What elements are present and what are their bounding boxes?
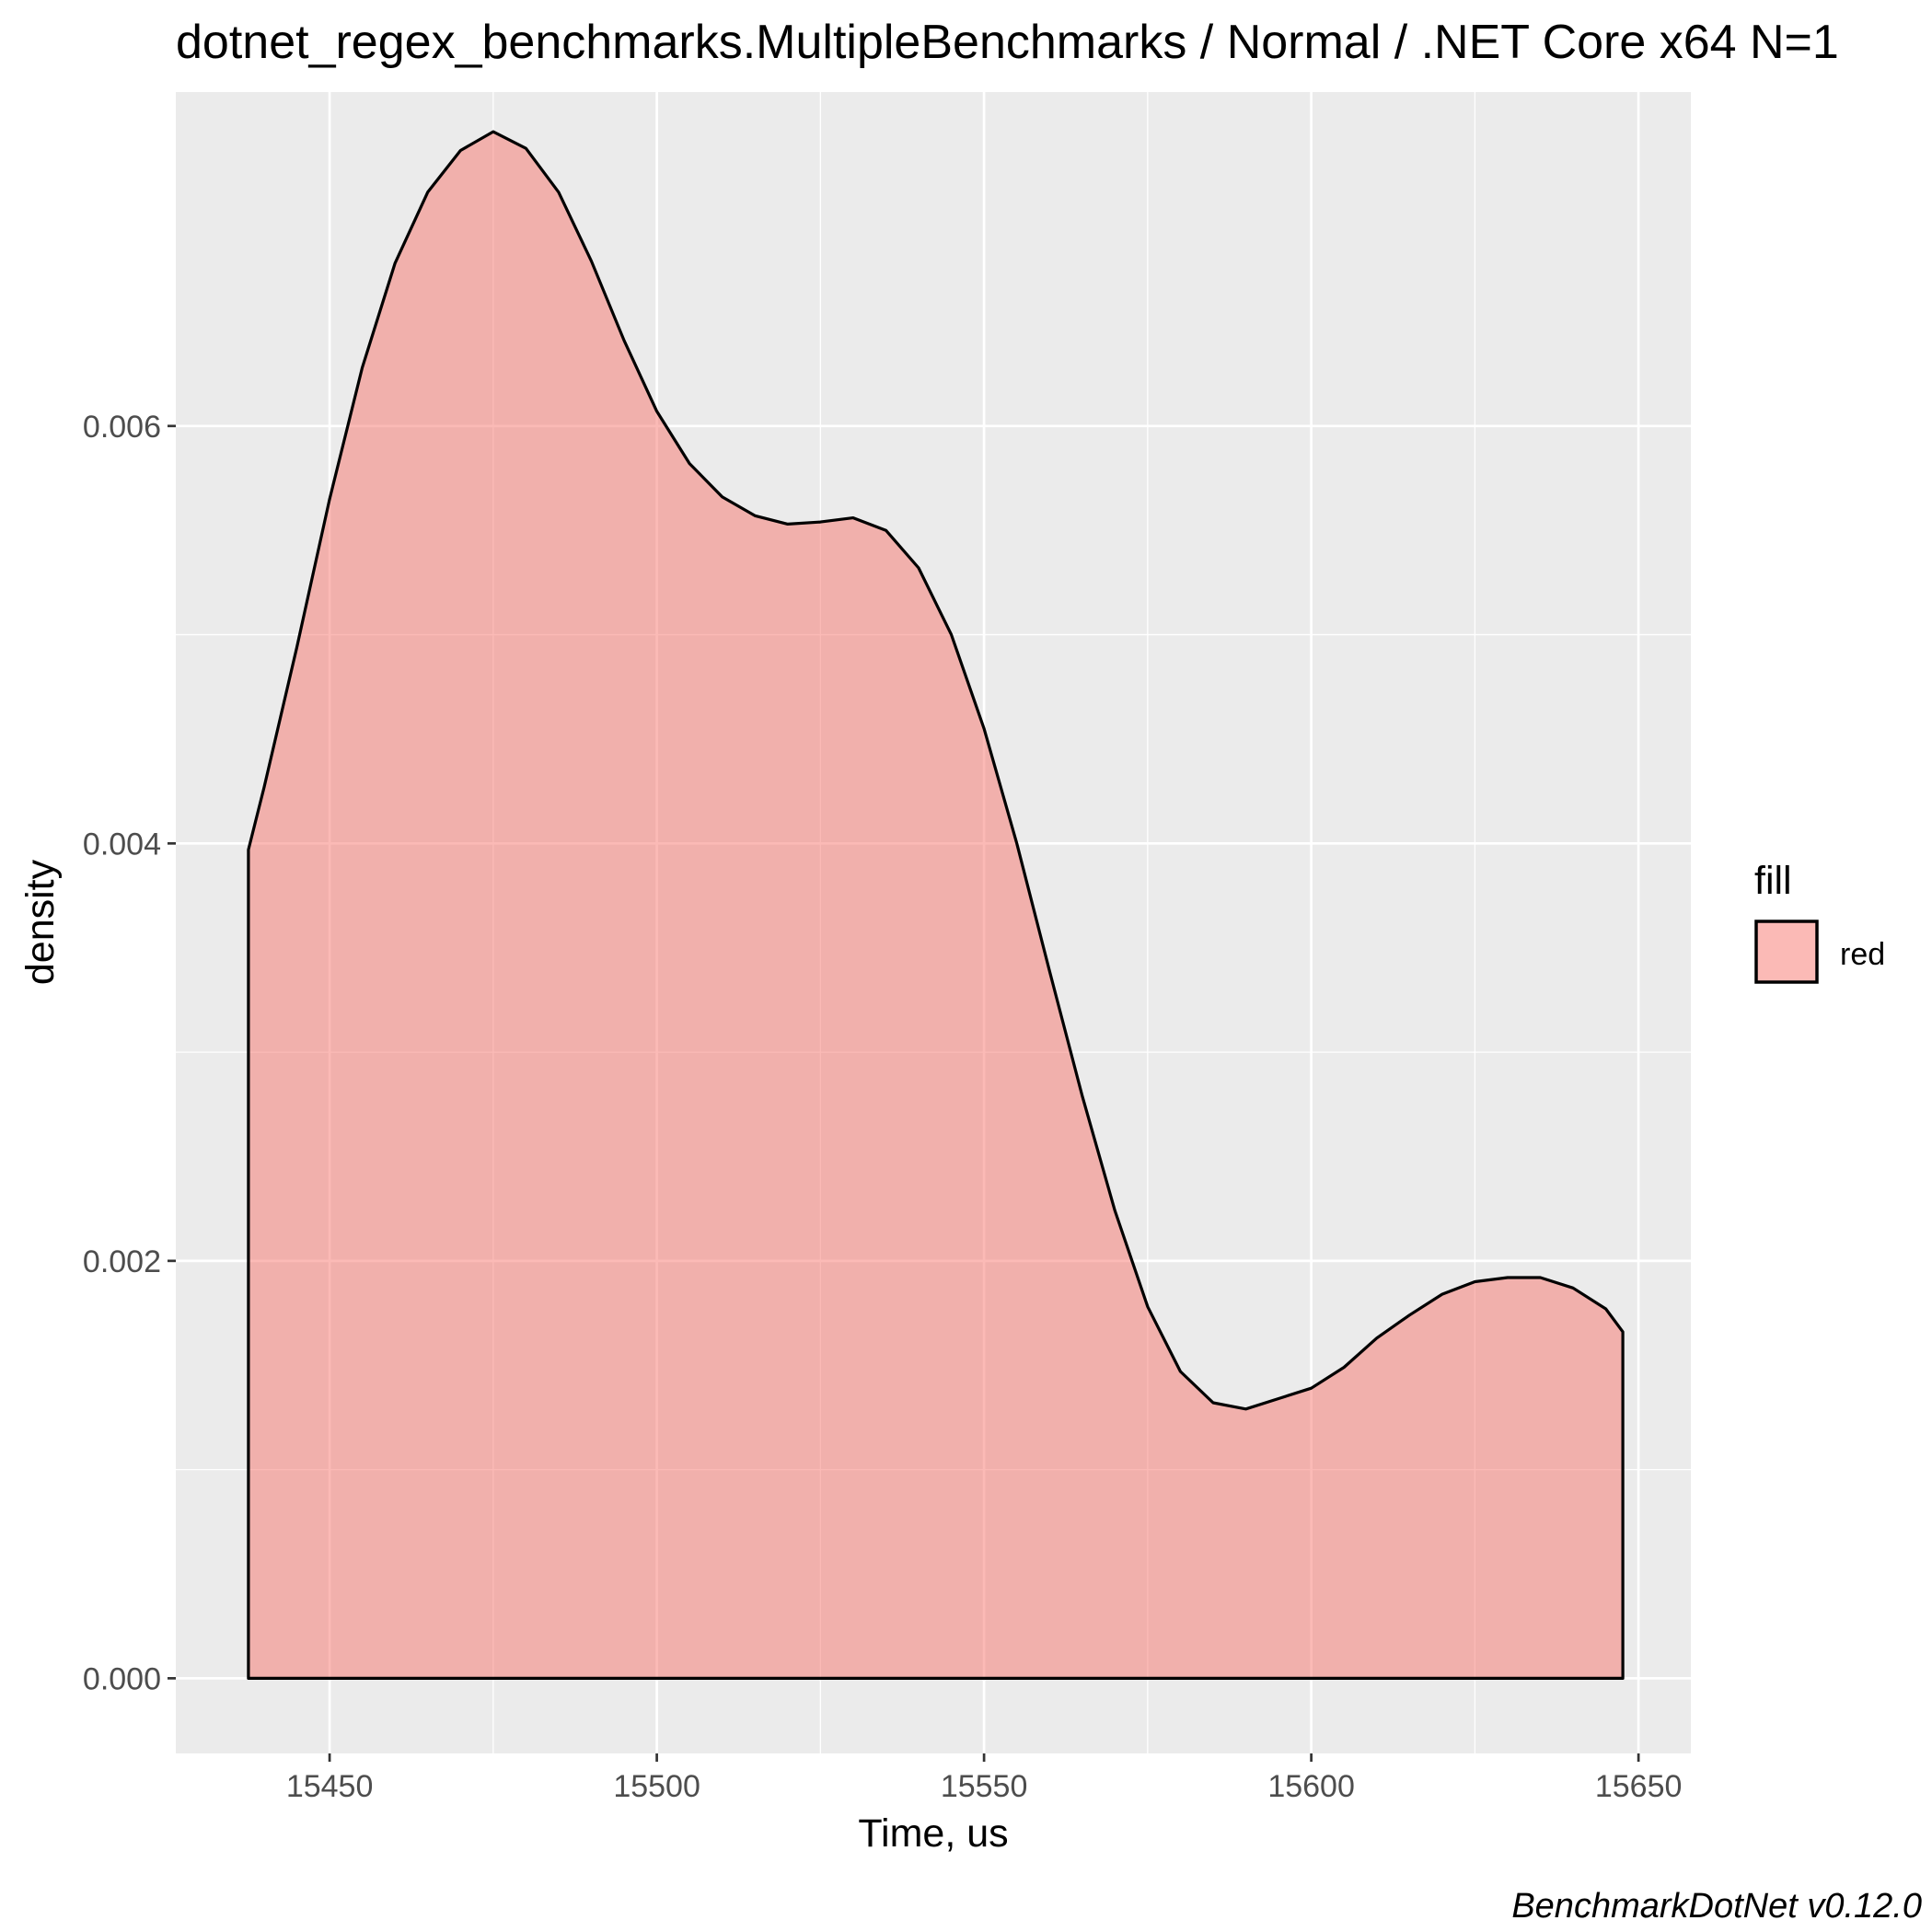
x-tick-label: 15550	[941, 1769, 1028, 1804]
y-tick-label: 0.002	[83, 1244, 161, 1279]
caption: BenchmarkDotNet v0.12.0	[1511, 1887, 1922, 1926]
y-tick-label: 0.006	[83, 410, 161, 445]
y-tick-label: 0.004	[83, 827, 161, 862]
legend-key-swatch	[1754, 920, 1819, 984]
x-tick-label: 15450	[286, 1769, 374, 1804]
y-axis: 0.000 0.002 0.004 0.006	[83, 410, 176, 1696]
legend-title: fill	[1754, 859, 1792, 903]
y-tick-label: 0.000	[83, 1661, 161, 1696]
x-axis: 15450 15500 15550 15600 15650	[286, 1753, 1683, 1804]
x-tick-label: 15600	[1267, 1769, 1355, 1804]
density-layer	[247, 130, 1625, 1680]
x-tick-label: 15650	[1595, 1769, 1683, 1804]
chart-title: dotnet_regex_benchmarks.MultipleBenchmar…	[176, 16, 1839, 69]
legend: fill red	[1754, 859, 1885, 984]
legend-label: red	[1840, 937, 1885, 972]
x-tick-label: 15500	[613, 1769, 700, 1804]
density-area-red	[247, 130, 1625, 1680]
y-axis-title: density	[18, 859, 63, 985]
x-axis-title: Time, us	[858, 1811, 1008, 1856]
